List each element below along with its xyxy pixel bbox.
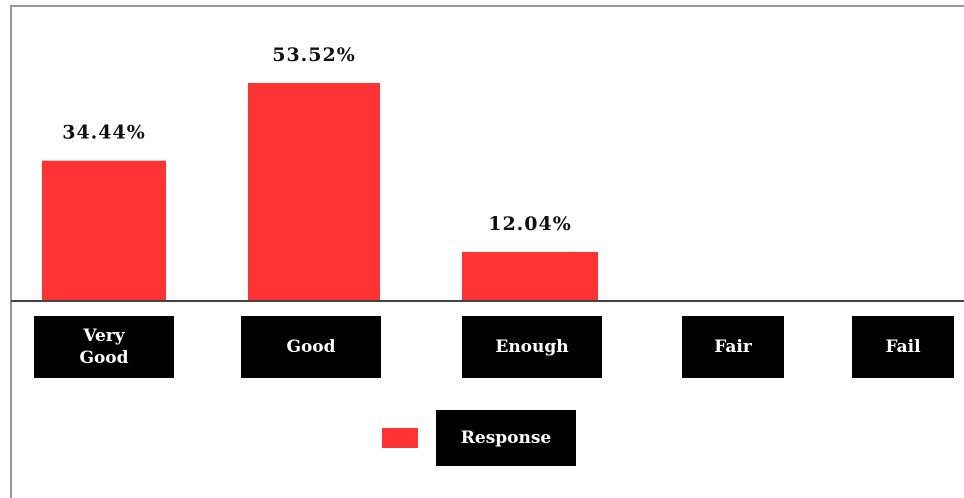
bars-layer <box>42 83 598 301</box>
legend-label: Response <box>436 410 576 466</box>
legend-swatch <box>382 428 418 448</box>
value-label-0: 34.44% <box>62 122 146 144</box>
value-label-2: 12.04% <box>488 213 572 235</box>
bar-2 <box>462 251 598 301</box>
bar-0 <box>42 160 166 301</box>
bar-1 <box>248 83 380 301</box>
category-label-4: Fail <box>852 316 954 378</box>
category-label-0: Very Good <box>34 316 174 378</box>
category-label-1: Good <box>241 316 381 378</box>
category-label-3: Fair <box>682 316 784 378</box>
value-labels-layer: 34.44% 53.52% 12.04% <box>62 44 572 235</box>
value-label-1: 53.52% <box>272 44 356 66</box>
category-label-2: Enough <box>462 316 602 378</box>
